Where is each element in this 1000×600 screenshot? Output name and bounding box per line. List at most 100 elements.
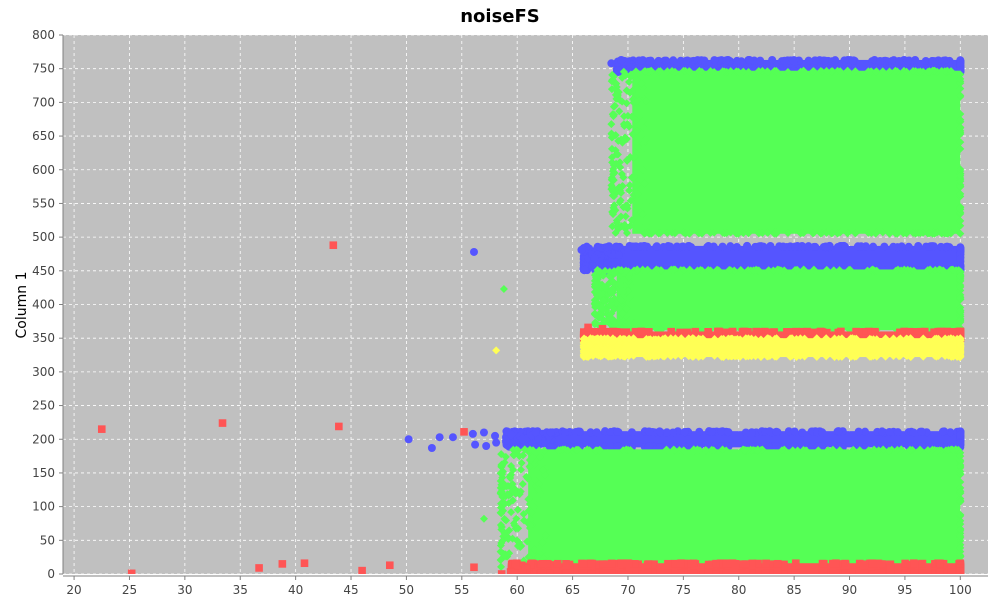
y-tick-label: 450 [32, 264, 55, 278]
data-point [492, 346, 501, 355]
data-point [909, 266, 918, 275]
data-point [885, 229, 894, 238]
data-point [611, 90, 620, 99]
data-point [435, 433, 444, 442]
data-point [891, 229, 900, 238]
data-point [608, 153, 617, 162]
data-point [670, 229, 679, 238]
data-point [607, 59, 616, 68]
data-point [747, 428, 756, 437]
data-point [530, 570, 539, 574]
data-point [534, 485, 543, 494]
data-point [684, 559, 693, 568]
data-point [829, 266, 838, 275]
data-point [526, 521, 535, 530]
data-point [646, 56, 655, 65]
data-point [552, 564, 560, 572]
data-point [956, 510, 965, 519]
data-point [717, 427, 726, 436]
data-point [683, 328, 692, 337]
data-point [546, 569, 554, 574]
data-point [780, 560, 788, 569]
data-point [656, 67, 665, 76]
data-point [599, 296, 608, 305]
data-point [895, 352, 904, 361]
data-point [772, 442, 781, 451]
data-point [694, 334, 703, 343]
data-point [754, 229, 763, 238]
data-point [627, 112, 636, 121]
data-point [616, 295, 625, 304]
data-point [734, 67, 743, 76]
data-point [956, 551, 965, 560]
data-point [936, 242, 945, 251]
data-point [956, 84, 965, 93]
data-point [956, 283, 965, 292]
data-point [603, 351, 612, 360]
data-point [956, 351, 965, 360]
data-point [810, 242, 819, 251]
data-band [538, 563, 961, 574]
data-point [910, 569, 918, 574]
data-point [540, 446, 549, 455]
data-point [518, 479, 527, 488]
x-tick-label: 95 [897, 583, 912, 597]
data-point [956, 452, 965, 461]
data-point [625, 181, 634, 190]
data-point [631, 569, 639, 574]
data-point [843, 66, 852, 75]
data-point [956, 123, 965, 132]
data-point [861, 427, 870, 436]
data-point [704, 333, 712, 342]
data-point [867, 67, 876, 76]
y-tick-label: 400 [32, 298, 55, 312]
data-point [956, 317, 965, 326]
data-band [528, 449, 961, 568]
data-point [726, 242, 735, 251]
data-point [497, 450, 506, 459]
data-point [641, 135, 650, 144]
data-point [901, 559, 909, 568]
data-point [816, 229, 825, 238]
data-point [822, 67, 831, 76]
data-point [97, 425, 106, 433]
data-point [625, 241, 634, 250]
data-point [956, 79, 965, 88]
data-point [772, 228, 781, 237]
data-point [722, 328, 731, 337]
data-point [783, 229, 792, 238]
data-point [517, 562, 525, 571]
data-point [626, 446, 635, 455]
data-point [687, 243, 696, 252]
data-point [506, 568, 515, 574]
data-point [897, 266, 906, 275]
data-point [624, 570, 633, 574]
data-point [615, 318, 624, 327]
data-point [603, 569, 611, 574]
data-point [584, 323, 592, 332]
data-point [710, 351, 719, 360]
data-point [734, 229, 743, 238]
data-point [956, 430, 965, 439]
data-point [537, 569, 546, 574]
data-point [641, 229, 650, 238]
data-point [855, 446, 864, 455]
data-point [841, 560, 850, 569]
data-point [507, 508, 516, 517]
data-point [895, 335, 904, 344]
data-point [905, 327, 914, 336]
data-point [586, 428, 595, 437]
data-point [956, 144, 965, 153]
data-point [606, 300, 615, 309]
data-point [878, 569, 886, 574]
data-point [836, 67, 845, 76]
data-point [677, 559, 685, 568]
data-point [936, 568, 944, 574]
data-point [743, 241, 752, 250]
data-point [606, 442, 615, 451]
data-point [768, 55, 777, 64]
data-point [724, 428, 733, 437]
data-point [479, 514, 488, 523]
data-point [643, 560, 652, 569]
data-point [608, 352, 617, 361]
